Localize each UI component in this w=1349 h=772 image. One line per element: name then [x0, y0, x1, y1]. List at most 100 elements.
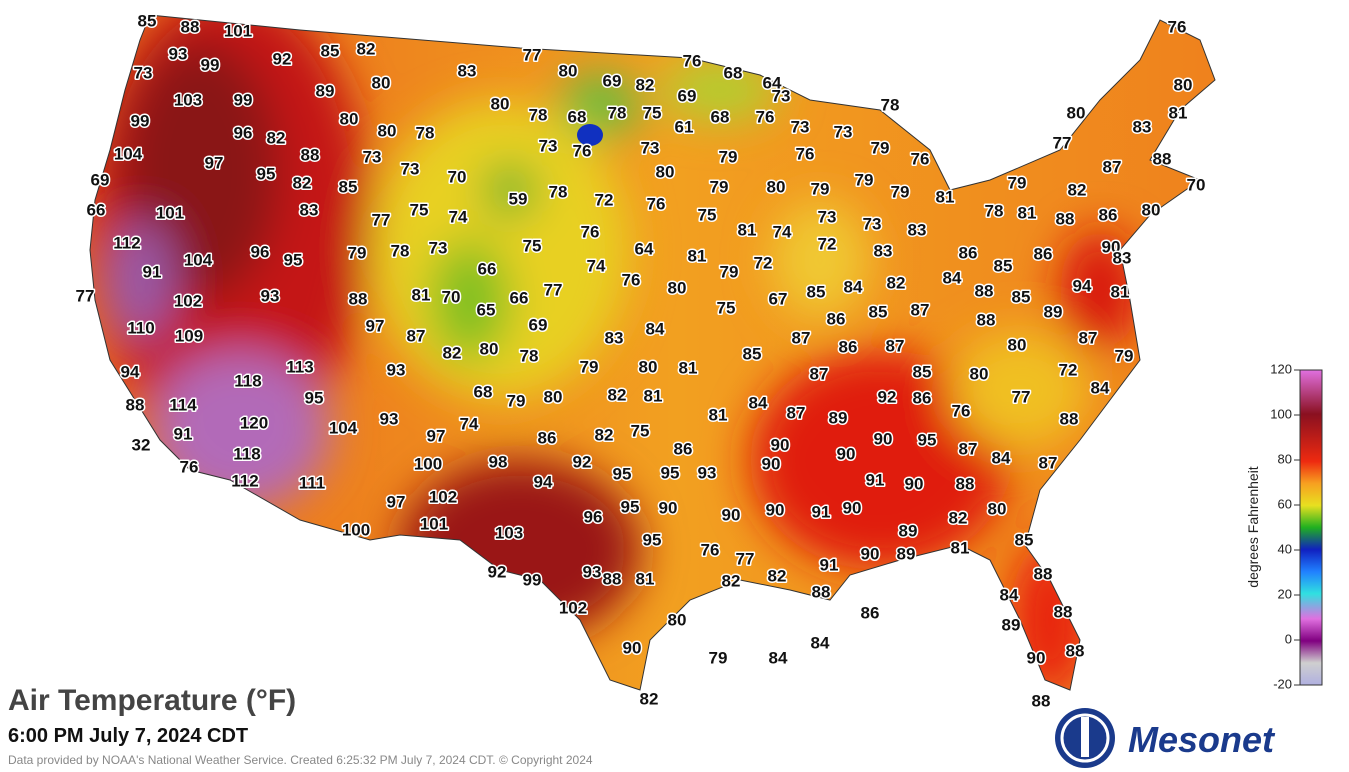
station-temperature: 89 — [1002, 615, 1021, 634]
station-temperature: 95 — [613, 464, 632, 483]
station-temperature: 80 — [340, 109, 359, 128]
station-temperature: 82 — [608, 385, 627, 404]
station-temperature: 99 — [131, 111, 150, 130]
station-temperature: 66 — [510, 288, 529, 307]
station-temperature: 87 — [1103, 157, 1122, 176]
station-temperature: 87 — [792, 328, 811, 347]
title: Air Temperature (°F) — [8, 684, 296, 717]
station-temperature: 84 — [811, 633, 830, 652]
station-temperature: 118 — [234, 371, 261, 390]
station-temperature: 81 — [738, 220, 757, 239]
station-temperature: 88 — [1153, 149, 1172, 168]
station-temperature: 120 — [240, 413, 268, 432]
station-temperature: 82 — [357, 39, 376, 58]
station-temperature: 78 — [391, 241, 410, 260]
station-temperature: 67 — [769, 289, 788, 308]
station-temperature: 103 — [495, 523, 523, 542]
station-temperature: 79 — [811, 179, 830, 198]
station-temperature: 76 — [647, 194, 666, 213]
station-temperature: 88 — [1056, 209, 1075, 228]
station-temperature: 75 — [643, 103, 662, 122]
station-temperature: 78 — [985, 201, 1004, 220]
station-temperature: 78 — [608, 103, 627, 122]
station-temperature: 84 — [844, 277, 863, 296]
station-temperature: 103 — [174, 90, 202, 109]
station-temperature: 81 — [709, 405, 728, 424]
station-temperature: 79 — [1115, 346, 1134, 365]
station-temperature: 97 — [427, 426, 446, 445]
station-temperature: 59 — [509, 189, 528, 208]
station-temperature: 76 — [581, 222, 600, 241]
station-temperature: 82 — [722, 571, 741, 590]
station-temperature: 112 — [231, 471, 258, 490]
station-temperature: 118 — [233, 444, 260, 463]
station-temperature: 95 — [257, 164, 276, 183]
station-temperature: 70 — [448, 167, 467, 186]
station-temperature: 82 — [1068, 180, 1087, 199]
colorbar — [1299, 369, 1323, 686]
station-temperature: 77 — [76, 286, 95, 305]
colorbar-tick-label: 20 — [1278, 586, 1292, 601]
station-temperature: 76 — [952, 401, 971, 420]
station-temperature: 85 — [869, 302, 888, 321]
colorbar-tick-label: 40 — [1278, 541, 1292, 556]
station-temperature: 80 — [491, 94, 510, 113]
station-temperature: 90 — [1027, 648, 1046, 667]
station-temperature: 82 — [443, 343, 462, 362]
station-temperature: 79 — [1008, 173, 1027, 192]
station-temperature: 90 — [861, 544, 880, 563]
station-temperature: 101 — [420, 514, 448, 533]
station-temperature: 101 — [224, 21, 252, 40]
station-temperature: 84 — [1000, 585, 1019, 604]
station-temperature: 93 — [387, 360, 406, 379]
station-temperature: 73 — [401, 159, 420, 178]
station-temperature: 79 — [871, 138, 890, 157]
station-temperature: 73 — [863, 214, 882, 233]
station-temperature: 90 — [722, 505, 741, 524]
station-temperature: 101 — [156, 203, 184, 222]
station-temperature: 82 — [293, 173, 312, 192]
logo: Mesonet — [1055, 708, 1276, 768]
station-temperature: 84 — [1091, 378, 1110, 397]
station-temperature: 87 — [1079, 328, 1098, 347]
station-temperature: 76 — [796, 144, 815, 163]
station-temperature: 99 — [523, 570, 542, 589]
station-temperature: 81 — [1169, 103, 1188, 122]
station-temperature: 69 — [529, 315, 548, 334]
station-temperature: 73 — [818, 207, 837, 226]
station-temperature: 98 — [489, 452, 508, 471]
station-temperature: 93 — [698, 463, 717, 482]
station-temperature: 32 — [132, 435, 151, 454]
station-temperature: 86 — [913, 388, 932, 407]
station-temperature: 70 — [1187, 175, 1206, 194]
station-temperature: 89 — [899, 521, 918, 540]
station-temperature: 82 — [640, 689, 659, 708]
station-temperature: 79 — [891, 182, 910, 201]
station-temperature: 80 — [656, 162, 675, 181]
station-temperature: 87 — [1039, 453, 1058, 472]
station-temperature: 73 — [539, 136, 558, 155]
station-temperature: 94 — [121, 362, 140, 381]
station-temperature: 75 — [410, 200, 429, 219]
station-temperature: 88 — [1066, 641, 1085, 660]
station-temperature: 86 — [1099, 205, 1118, 224]
station-temperature: 89 — [897, 544, 916, 563]
station-temperature: 97 — [366, 316, 385, 335]
station-temperature: 83 — [1133, 117, 1152, 136]
station-temperature: 78 — [549, 182, 568, 201]
station-temperature: 83 — [908, 220, 927, 239]
station-temperature: 88 — [1060, 409, 1079, 428]
station-temperature: 81 — [688, 246, 707, 265]
station-temperature: 76 — [756, 107, 775, 126]
station-temperature: 70 — [442, 287, 461, 306]
colorbar-tick-label: 0 — [1285, 631, 1292, 646]
station-temperature: 85 — [321, 41, 340, 60]
station-temperature: 81 — [412, 285, 431, 304]
station-temperature: 77 — [1012, 387, 1031, 406]
station-temperature: 91 — [174, 424, 193, 443]
station-temperature: 82 — [636, 75, 655, 94]
colorbar-tick-label: 80 — [1278, 451, 1292, 466]
station-temperature: 112 — [113, 233, 140, 252]
station-temperature: 113 — [286, 357, 313, 376]
